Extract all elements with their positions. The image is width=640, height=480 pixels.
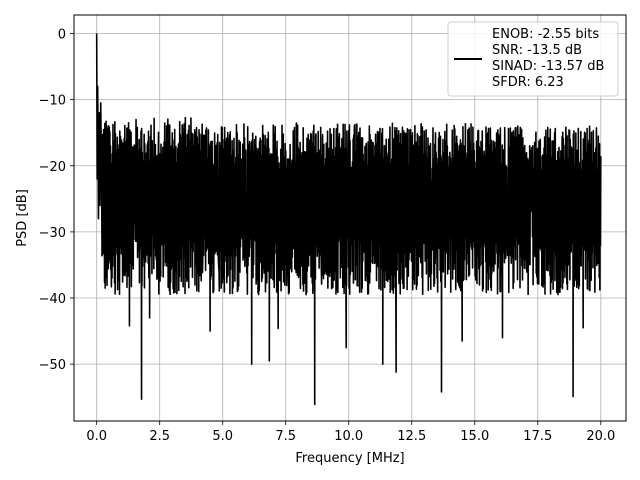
x-axis-label: Frequency [MHz] xyxy=(295,451,404,466)
x-tick-label: 7.5 xyxy=(275,429,296,444)
psd-series-line xyxy=(95,33,602,406)
y-tick-label: 0 xyxy=(58,28,66,43)
y-tick-label: −20 xyxy=(39,160,66,175)
x-tick-label: 15.0 xyxy=(460,429,489,444)
legend: ENOB: -2.55 bits SNR: -13.5 dB SINAD: -1… xyxy=(447,21,619,97)
axes-frame xyxy=(73,14,627,422)
y-tick-label: −40 xyxy=(39,292,66,307)
legend-sfdr: SFDR: 6.23 xyxy=(492,75,564,90)
ticks: 0.0 2.5 5.0 7.5 10.0 12.5 15.0 17.5 20.0 0 −10 −20 −… xyxy=(39,28,616,444)
legend-box xyxy=(447,21,619,97)
x-tick-label: 17.5 xyxy=(523,429,552,444)
legend-enob: ENOB: -2.55 bits xyxy=(492,27,599,42)
y-tick-label: −30 xyxy=(39,226,66,241)
y-tick-label: −10 xyxy=(39,94,66,109)
legend-snr: SNR: -13.5 dB xyxy=(492,43,582,58)
x-tick-label: 0.0 xyxy=(86,429,107,444)
legend-sinad: SINAD: -13.57 dB xyxy=(492,59,604,74)
x-tick-label: 2.5 xyxy=(149,429,170,444)
x-tick-label: 20.0 xyxy=(586,429,615,444)
y-axis-label: PSD [dB] xyxy=(15,189,30,247)
y-tick-label: −50 xyxy=(39,358,66,373)
x-tick-label: 5.0 xyxy=(212,429,233,444)
x-tick-label: 12.5 xyxy=(397,429,426,444)
x-tick-label: 10.0 xyxy=(334,429,363,444)
series-layer xyxy=(95,33,602,406)
